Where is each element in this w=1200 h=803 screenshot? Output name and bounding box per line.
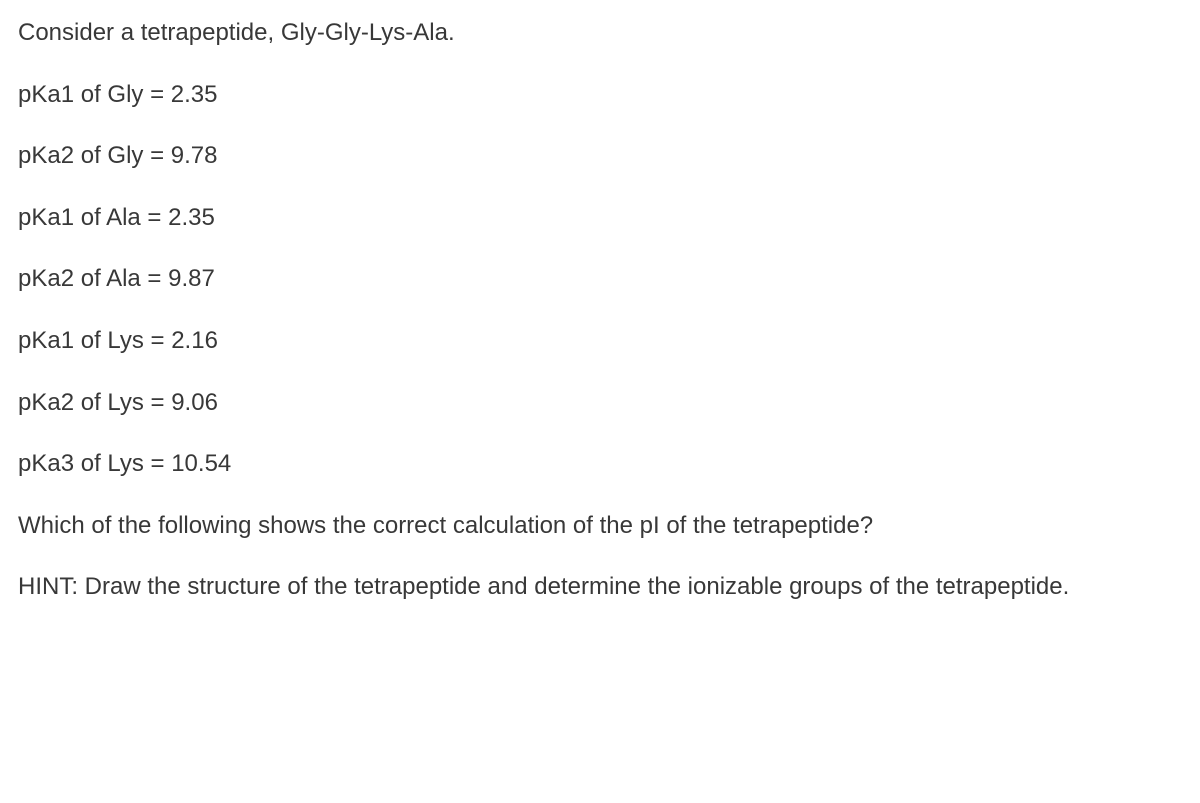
pka-lys-3: pKa3 of Lys = 10.54 [18,447,1182,481]
pka-lys-2: pKa2 of Lys = 9.06 [18,386,1182,420]
pka-ala-1: pKa1 of Ala = 2.35 [18,201,1182,235]
question-text: Which of the following shows the correct… [18,509,1182,543]
intro-text: Consider a tetrapeptide, Gly-Gly-Lys-Ala… [18,16,1182,50]
pka-gly-2: pKa2 of Gly = 9.78 [18,139,1182,173]
pka-gly-1: pKa1 of Gly = 2.35 [18,78,1182,112]
pka-lys-1: pKa1 of Lys = 2.16 [18,324,1182,358]
pka-ala-2: pKa2 of Ala = 9.87 [18,262,1182,296]
hint-text: HINT: Draw the structure of the tetrapep… [18,570,1182,604]
